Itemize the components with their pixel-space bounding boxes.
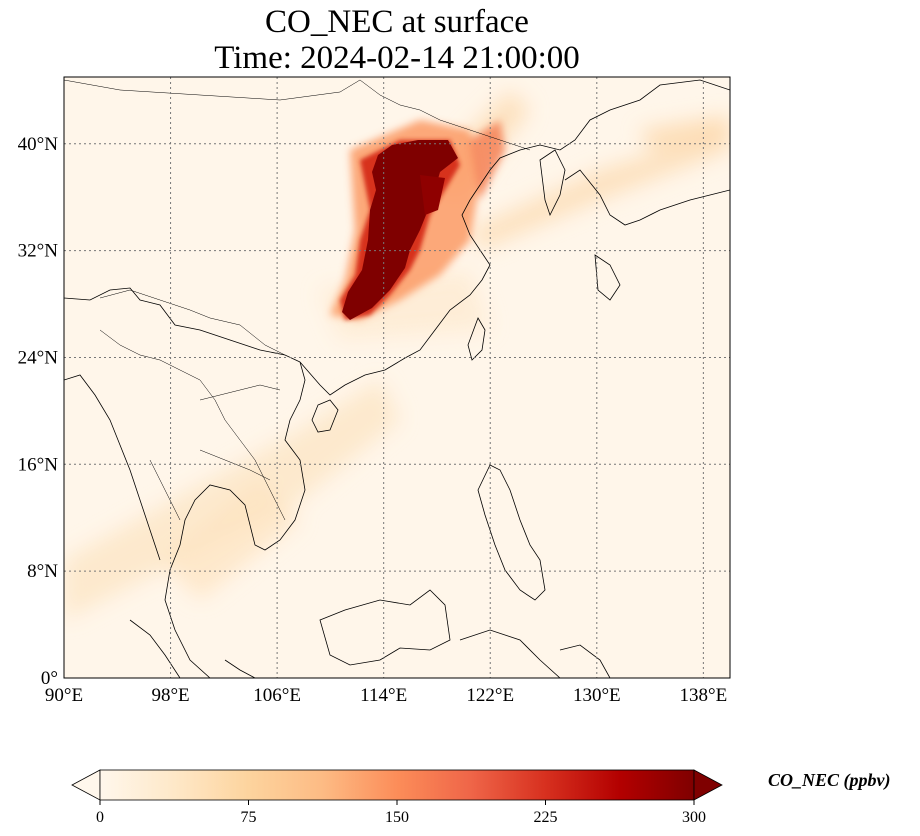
colorbar-tick-label: 150 — [385, 809, 409, 826]
lon-tick-label: 130°E — [573, 685, 621, 706]
lon-tick-label: 90°E — [45, 685, 83, 706]
colorbar-tick-label: 225 — [534, 809, 558, 826]
colorbar-tick-label: 75 — [241, 809, 257, 826]
colorbar-gradient — [99, 769, 695, 801]
lat-tick-label: 0° — [41, 668, 58, 689]
lat-tick-label: 8°N — [27, 561, 58, 582]
colorbar-tick-label: 0 — [96, 809, 104, 826]
lat-tick-labels: 0° 8°N 16°N 24°N 32°N 40°N — [18, 134, 59, 689]
lat-tick-label: 32°N — [18, 241, 59, 262]
colorbar-title: CO_NEC (ppbv) — [768, 770, 891, 790]
colorbar-max-extension — [693, 769, 723, 801]
colorbar-ticks: 0 75 150 225 300 — [96, 800, 706, 826]
lat-tick-label: 24°N — [18, 347, 59, 368]
lon-tick-labels: 90°E 98°E 106°E 114°E 122°E 130°E 138°E — [45, 685, 727, 706]
country-borders — [64, 79, 531, 521]
lon-tick-label: 138°E — [680, 685, 728, 706]
concentration-field — [64, 79, 730, 678]
coastlines — [64, 79, 730, 678]
colorbar-min-extension — [71, 769, 101, 801]
map-panel: 90°E 98°E 106°E 114°E 122°E 130°E 138°E 0° 8°N 1… — [18, 76, 731, 706]
title-variable: CO_NEC at surface — [265, 4, 529, 40]
lon-tick-label: 114°E — [360, 685, 407, 706]
colorbar: 0 75 150 225 300 — [71, 769, 723, 826]
gridlines — [64, 77, 730, 678]
lon-tick-label: 106°E — [253, 685, 301, 706]
lat-tick-label: 40°N — [18, 134, 59, 155]
colorbar-tick-label: 300 — [682, 809, 706, 826]
lat-tick-label: 16°N — [18, 454, 59, 475]
lon-tick-label: 98°E — [151, 685, 189, 706]
map-title: CO_NEC at surface Time: 2024-02-14 21:00… — [64, 4, 730, 76]
lon-tick-label: 122°E — [466, 685, 514, 706]
peak-concentration-core — [342, 140, 458, 320]
map-frame — [63, 76, 731, 679]
title-time: Time: 2024-02-14 21:00:00 — [214, 40, 580, 76]
